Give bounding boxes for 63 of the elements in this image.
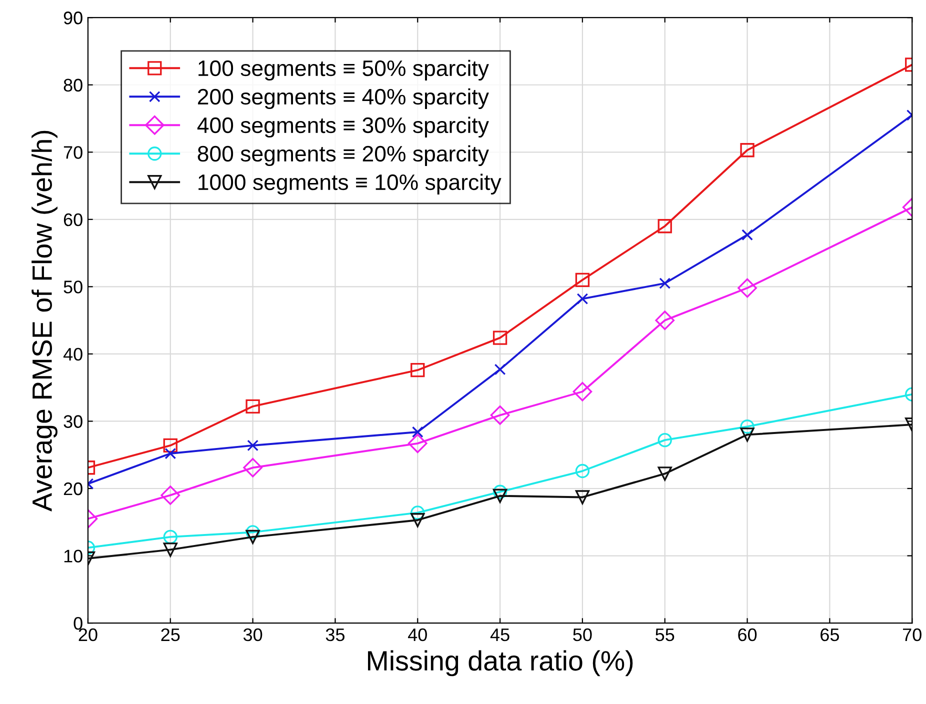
- point: [163, 542, 178, 557]
- point: [575, 272, 590, 288]
- point: [575, 490, 590, 504]
- point: [163, 530, 178, 544]
- point: [658, 219, 672, 234]
- point: [246, 399, 260, 414]
- point: [410, 363, 425, 378]
- point: [410, 513, 425, 528]
- point: [243, 458, 262, 478]
- x-axis-title: Missing data ratio (%): [368, 650, 633, 676]
- point: [659, 278, 671, 290]
- legend-label: 400 segments ≡ 30% sparcity: [197, 116, 489, 138]
- y-tick-label: 30: [64, 415, 82, 428]
- point: [740, 143, 754, 158]
- point: [658, 466, 672, 481]
- point: [742, 229, 753, 241]
- point: [492, 488, 508, 503]
- y-tick-label: 50: [64, 280, 82, 294]
- x-tick-label: 70: [902, 628, 922, 642]
- x-tick-label: 55: [656, 628, 674, 642]
- y-tick-label: 0: [74, 616, 82, 630]
- point: [655, 310, 675, 330]
- point: [160, 486, 180, 505]
- point: [412, 426, 424, 438]
- point: [246, 530, 260, 544]
- point: [494, 364, 506, 376]
- point: [163, 438, 178, 453]
- point: [410, 506, 425, 520]
- y-tick-label: 20: [64, 482, 82, 496]
- point: [246, 525, 260, 540]
- x-tick-label: 60: [738, 628, 757, 642]
- x-tick-label: 65: [820, 628, 839, 642]
- point: [575, 464, 590, 478]
- point: [740, 420, 754, 434]
- point: [408, 434, 428, 454]
- y-tick-label: 90: [64, 12, 82, 24]
- point: [164, 448, 176, 460]
- y-tick-label: 70: [64, 146, 82, 159]
- point: [576, 293, 588, 304]
- x-tick-label: 30: [243, 628, 262, 642]
- x-tick-label: 35: [326, 628, 344, 642]
- y-tick-label: 40: [63, 348, 82, 361]
- point: [572, 382, 592, 402]
- point: [492, 484, 508, 499]
- x-tick-label: 25: [161, 628, 180, 642]
- x-tick-label: 45: [490, 628, 510, 642]
- point: [490, 406, 510, 425]
- legend-label: 1000 segments ≡ 10% sparcity: [198, 174, 502, 195]
- y-tick-label: 60: [64, 213, 82, 226]
- point: [658, 432, 672, 448]
- point: [247, 440, 258, 452]
- legend-label: 100 segments ≡ 50% sparcity: [198, 60, 489, 81]
- legend-label: 200 segments ≡ 40% sparcity: [198, 88, 489, 110]
- legend-label: 800 segments ≡ 20% sparcity: [198, 145, 489, 166]
- y-tick-label: 10: [64, 550, 82, 562]
- x-tick-label: 50: [573, 628, 592, 642]
- y-tick-label: 80: [64, 78, 82, 92]
- y-axis-title: Average RMSE of Flow (veh/h): [32, 130, 58, 512]
- x-tick-label: 20: [78, 628, 98, 642]
- point: [740, 428, 754, 442]
- point: [738, 278, 757, 298]
- point: [492, 330, 508, 345]
- x-tick-label: 40: [408, 628, 427, 642]
